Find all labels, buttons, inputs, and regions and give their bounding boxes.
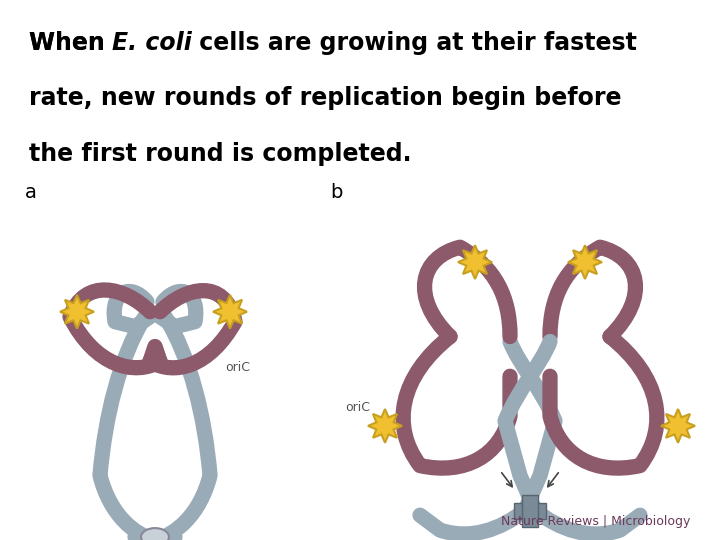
FancyBboxPatch shape [522,495,538,527]
Polygon shape [661,409,695,443]
Text: a: a [25,183,37,201]
Text: the first round is completed.: the first round is completed. [29,141,411,166]
Text: Nature Reviews | Microbiology: Nature Reviews | Microbiology [500,515,690,528]
FancyBboxPatch shape [514,503,546,519]
Text: rate, new rounds of replication begin before: rate, new rounds of replication begin be… [29,86,621,110]
Polygon shape [368,409,402,443]
Text: oriC: oriC [225,361,250,374]
Text: oriC: oriC [345,401,370,414]
Polygon shape [213,295,247,329]
Text: cells are growing at their fastest: cells are growing at their fastest [191,31,636,55]
Text: b: b [330,183,343,201]
Ellipse shape [141,528,169,540]
Text: When: When [29,31,113,55]
Polygon shape [568,245,602,279]
Polygon shape [60,295,94,329]
Text: When: When [29,31,113,55]
Text: E. coli: E. coli [112,31,192,55]
Polygon shape [458,245,492,279]
